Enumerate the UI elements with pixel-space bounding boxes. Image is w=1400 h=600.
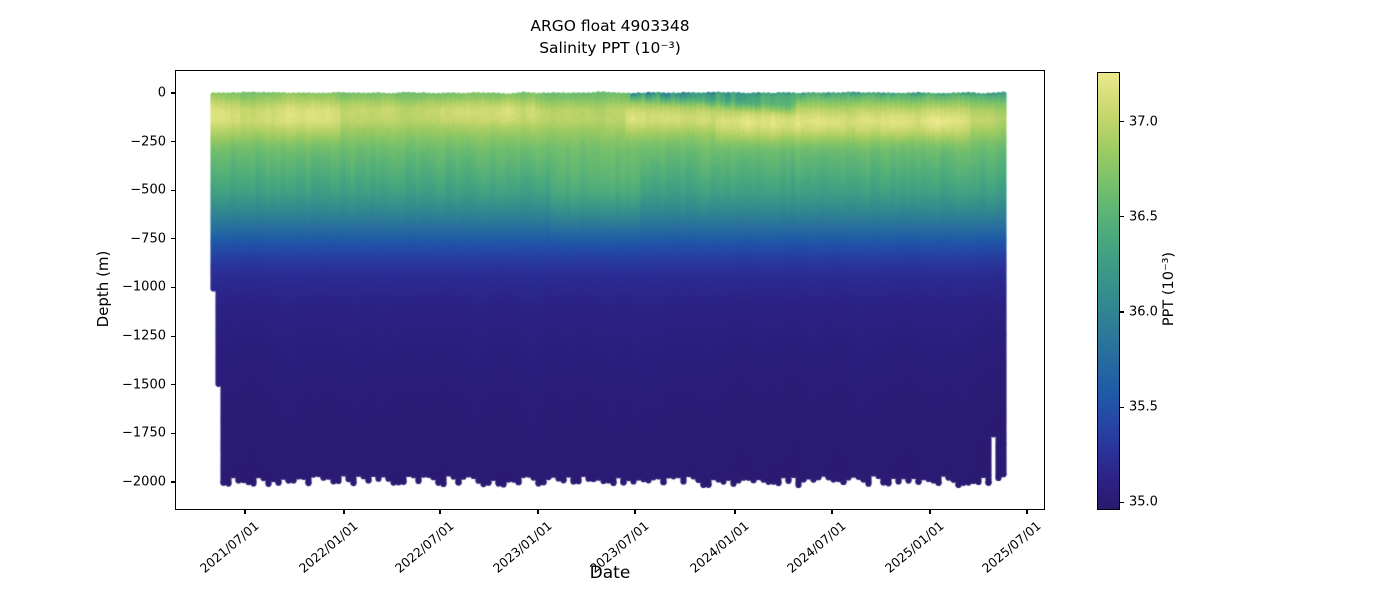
x-tick-mark	[634, 510, 636, 514]
x-tick-mark	[831, 510, 833, 514]
x-tick-mark	[244, 510, 246, 514]
colorbar-tick-mark	[1120, 311, 1124, 313]
chart-title-line2: Salinity PPT (10⁻³)	[539, 39, 681, 57]
colorbar-tick-label: 35.5	[1129, 399, 1158, 415]
y-tick-label: −500	[130, 182, 166, 198]
y-tick-mark	[171, 335, 175, 337]
colorbar-tick-label: 36.0	[1129, 304, 1158, 320]
y-tick-mark	[171, 189, 175, 191]
x-tick-mark	[343, 510, 345, 514]
colorbar-tick-mark	[1120, 120, 1124, 123]
y-tick-label: −750	[130, 231, 166, 247]
x-tick-mark	[734, 510, 736, 514]
colorbar-tick-label: 36.5	[1129, 209, 1158, 225]
y-tick-label: −1000	[122, 279, 166, 295]
chart-title-line1: ARGO float 4903348	[530, 17, 690, 35]
heatmap-canvas	[175, 70, 1045, 510]
y-tick-label: −1500	[122, 377, 166, 393]
y-tick-mark	[171, 481, 175, 483]
x-tick-mark	[439, 510, 441, 514]
x-tick-mark	[929, 510, 931, 514]
y-tick-mark	[171, 384, 175, 386]
y-tick-label: 0	[157, 85, 166, 101]
colorbar-tick-mark	[1120, 216, 1124, 218]
x-axis-label: Date	[589, 563, 631, 583]
colorbar-label: PPT (10⁻³)	[1161, 251, 1177, 327]
colorbar-tick-label: 35.0	[1129, 494, 1158, 510]
colorbar	[1097, 72, 1120, 510]
x-tick-mark	[537, 510, 539, 514]
y-tick-mark	[171, 432, 175, 434]
y-axis-label: Depth (m)	[94, 250, 112, 328]
y-tick-mark	[171, 238, 175, 240]
y-tick-mark	[171, 286, 175, 289]
colorbar-tick-mark	[1120, 406, 1124, 408]
y-tick-label: −1750	[122, 425, 166, 441]
y-tick-label: −1250	[122, 328, 166, 344]
y-tick-mark	[171, 141, 175, 143]
y-tick-mark	[171, 92, 175, 94]
plot-axes-box	[175, 70, 1045, 510]
colorbar-tick-label: 37.0	[1129, 114, 1158, 130]
y-tick-label: −2000	[122, 474, 166, 490]
colorbar-tick-mark	[1120, 501, 1124, 503]
y-tick-label: −250	[130, 134, 166, 150]
x-tick-mark	[1026, 510, 1028, 514]
